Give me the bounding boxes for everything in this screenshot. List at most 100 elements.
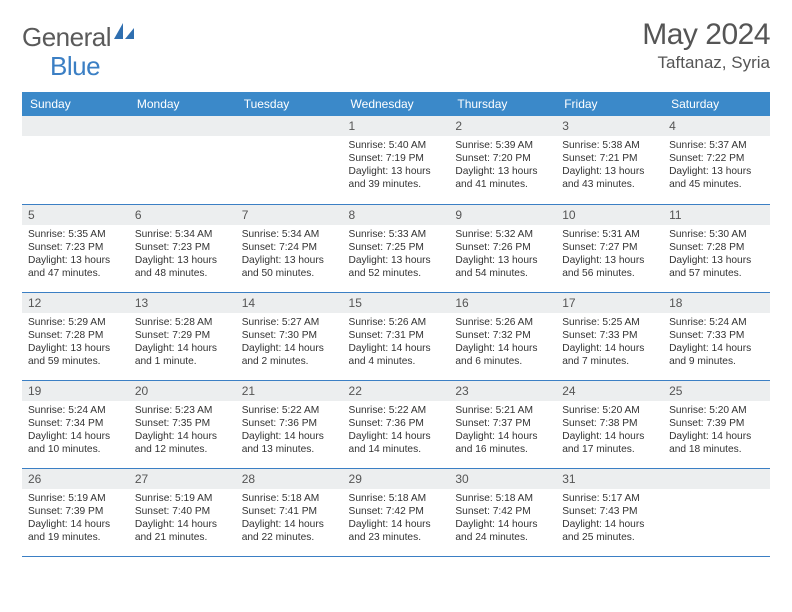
day-number: 20 [129, 381, 236, 401]
day-info: Sunrise: 5:39 AMSunset: 7:20 PMDaylight:… [449, 136, 556, 195]
empty-day [236, 116, 343, 136]
day-cell: 1Sunrise: 5:40 AMSunset: 7:19 PMDaylight… [343, 116, 450, 204]
day-number: 7 [236, 205, 343, 225]
dow-fri: Friday [556, 92, 663, 116]
day-number: 9 [449, 205, 556, 225]
day-cell: 26Sunrise: 5:19 AMSunset: 7:39 PMDayligh… [22, 468, 129, 556]
logo: General [22, 22, 135, 53]
day-cell: 23Sunrise: 5:21 AMSunset: 7:37 PMDayligh… [449, 380, 556, 468]
dow-mon: Monday [129, 92, 236, 116]
day-cell [22, 116, 129, 204]
day-info: Sunrise: 5:21 AMSunset: 7:37 PMDaylight:… [449, 401, 556, 460]
day-info: Sunrise: 5:25 AMSunset: 7:33 PMDaylight:… [556, 313, 663, 372]
day-number: 22 [343, 381, 450, 401]
day-info: Sunrise: 5:40 AMSunset: 7:19 PMDaylight:… [343, 136, 450, 195]
day-cell: 15Sunrise: 5:26 AMSunset: 7:31 PMDayligh… [343, 292, 450, 380]
day-info: Sunrise: 5:19 AMSunset: 7:40 PMDaylight:… [129, 489, 236, 548]
day-cell [663, 468, 770, 556]
week-row: 19Sunrise: 5:24 AMSunset: 7:34 PMDayligh… [22, 380, 770, 468]
dow-wed: Wednesday [343, 92, 450, 116]
day-cell: 11Sunrise: 5:30 AMSunset: 7:28 PMDayligh… [663, 204, 770, 292]
day-info: Sunrise: 5:20 AMSunset: 7:39 PMDaylight:… [663, 401, 770, 460]
calendar-table: Sunday Monday Tuesday Wednesday Thursday… [22, 92, 770, 557]
day-cell: 8Sunrise: 5:33 AMSunset: 7:25 PMDaylight… [343, 204, 450, 292]
day-info: Sunrise: 5:33 AMSunset: 7:25 PMDaylight:… [343, 225, 450, 284]
day-cell: 28Sunrise: 5:18 AMSunset: 7:41 PMDayligh… [236, 468, 343, 556]
day-cell: 27Sunrise: 5:19 AMSunset: 7:40 PMDayligh… [129, 468, 236, 556]
day-number: 1 [343, 116, 450, 136]
empty-day [663, 469, 770, 489]
day-info: Sunrise: 5:31 AMSunset: 7:27 PMDaylight:… [556, 225, 663, 284]
dow-thu: Thursday [449, 92, 556, 116]
day-info: Sunrise: 5:18 AMSunset: 7:42 PMDaylight:… [449, 489, 556, 548]
calendar-page: General May 2024 Taftanaz, Syria Blue Su… [0, 0, 792, 567]
day-info: Sunrise: 5:26 AMSunset: 7:31 PMDaylight:… [343, 313, 450, 372]
logo-text-2: Blue [50, 51, 100, 82]
week-row: 12Sunrise: 5:29 AMSunset: 7:28 PMDayligh… [22, 292, 770, 380]
day-info: Sunrise: 5:18 AMSunset: 7:41 PMDaylight:… [236, 489, 343, 548]
day-cell [236, 116, 343, 204]
day-number: 26 [22, 469, 129, 489]
day-cell: 25Sunrise: 5:20 AMSunset: 7:39 PMDayligh… [663, 380, 770, 468]
day-number: 10 [556, 205, 663, 225]
day-info: Sunrise: 5:17 AMSunset: 7:43 PMDaylight:… [556, 489, 663, 548]
day-info: Sunrise: 5:19 AMSunset: 7:39 PMDaylight:… [22, 489, 129, 548]
day-cell: 9Sunrise: 5:32 AMSunset: 7:26 PMDaylight… [449, 204, 556, 292]
day-info: Sunrise: 5:28 AMSunset: 7:29 PMDaylight:… [129, 313, 236, 372]
day-cell: 29Sunrise: 5:18 AMSunset: 7:42 PMDayligh… [343, 468, 450, 556]
day-cell: 4Sunrise: 5:37 AMSunset: 7:22 PMDaylight… [663, 116, 770, 204]
day-info: Sunrise: 5:30 AMSunset: 7:28 PMDaylight:… [663, 225, 770, 284]
day-cell: 14Sunrise: 5:27 AMSunset: 7:30 PMDayligh… [236, 292, 343, 380]
day-info: Sunrise: 5:26 AMSunset: 7:32 PMDaylight:… [449, 313, 556, 372]
day-info: Sunrise: 5:18 AMSunset: 7:42 PMDaylight:… [343, 489, 450, 548]
day-number: 25 [663, 381, 770, 401]
day-info: Sunrise: 5:22 AMSunset: 7:36 PMDaylight:… [343, 401, 450, 460]
day-number: 4 [663, 116, 770, 136]
day-cell [129, 116, 236, 204]
day-number: 24 [556, 381, 663, 401]
month-title: May 2024 [642, 18, 770, 52]
day-number: 3 [556, 116, 663, 136]
day-cell: 20Sunrise: 5:23 AMSunset: 7:35 PMDayligh… [129, 380, 236, 468]
day-cell: 17Sunrise: 5:25 AMSunset: 7:33 PMDayligh… [556, 292, 663, 380]
logo-sail-icon [113, 22, 135, 47]
day-number: 18 [663, 293, 770, 313]
title-block: May 2024 Taftanaz, Syria [642, 18, 770, 73]
day-number: 17 [556, 293, 663, 313]
week-row: 5Sunrise: 5:35 AMSunset: 7:23 PMDaylight… [22, 204, 770, 292]
day-cell: 19Sunrise: 5:24 AMSunset: 7:34 PMDayligh… [22, 380, 129, 468]
calendar-body: 1Sunrise: 5:40 AMSunset: 7:19 PMDaylight… [22, 116, 770, 556]
day-info: Sunrise: 5:34 AMSunset: 7:24 PMDaylight:… [236, 225, 343, 284]
day-number: 21 [236, 381, 343, 401]
day-number: 13 [129, 293, 236, 313]
day-info: Sunrise: 5:32 AMSunset: 7:26 PMDaylight:… [449, 225, 556, 284]
dow-row: Sunday Monday Tuesday Wednesday Thursday… [22, 92, 770, 116]
empty-day [129, 116, 236, 136]
day-number: 27 [129, 469, 236, 489]
day-cell: 30Sunrise: 5:18 AMSunset: 7:42 PMDayligh… [449, 468, 556, 556]
day-number: 19 [22, 381, 129, 401]
day-info: Sunrise: 5:24 AMSunset: 7:33 PMDaylight:… [663, 313, 770, 372]
day-info: Sunrise: 5:27 AMSunset: 7:30 PMDaylight:… [236, 313, 343, 372]
day-cell: 6Sunrise: 5:34 AMSunset: 7:23 PMDaylight… [129, 204, 236, 292]
day-number: 6 [129, 205, 236, 225]
day-number: 14 [236, 293, 343, 313]
day-number: 29 [343, 469, 450, 489]
logo-text-1: General [22, 22, 111, 53]
day-cell: 2Sunrise: 5:39 AMSunset: 7:20 PMDaylight… [449, 116, 556, 204]
week-row: 26Sunrise: 5:19 AMSunset: 7:39 PMDayligh… [22, 468, 770, 556]
day-info: Sunrise: 5:38 AMSunset: 7:21 PMDaylight:… [556, 136, 663, 195]
day-number: 16 [449, 293, 556, 313]
day-cell: 31Sunrise: 5:17 AMSunset: 7:43 PMDayligh… [556, 468, 663, 556]
day-cell: 5Sunrise: 5:35 AMSunset: 7:23 PMDaylight… [22, 204, 129, 292]
location: Taftanaz, Syria [642, 53, 770, 73]
day-cell: 3Sunrise: 5:38 AMSunset: 7:21 PMDaylight… [556, 116, 663, 204]
day-number: 8 [343, 205, 450, 225]
day-info: Sunrise: 5:20 AMSunset: 7:38 PMDaylight:… [556, 401, 663, 460]
day-cell: 13Sunrise: 5:28 AMSunset: 7:29 PMDayligh… [129, 292, 236, 380]
day-cell: 10Sunrise: 5:31 AMSunset: 7:27 PMDayligh… [556, 204, 663, 292]
day-info: Sunrise: 5:23 AMSunset: 7:35 PMDaylight:… [129, 401, 236, 460]
empty-day [22, 116, 129, 136]
day-info: Sunrise: 5:34 AMSunset: 7:23 PMDaylight:… [129, 225, 236, 284]
day-cell: 18Sunrise: 5:24 AMSunset: 7:33 PMDayligh… [663, 292, 770, 380]
